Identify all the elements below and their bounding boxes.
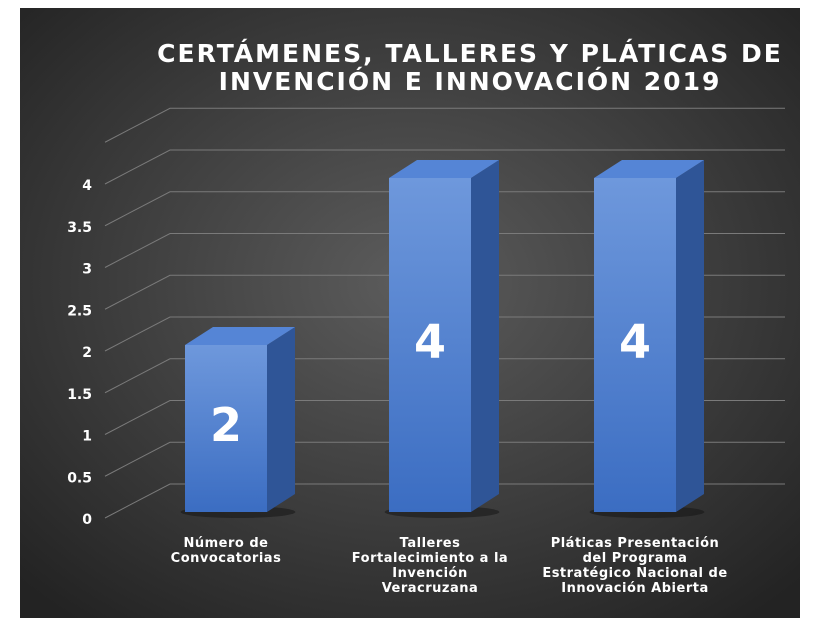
x-tick-label: Número de Convocatorias (170, 536, 282, 566)
chart-title: CERTÁMENES, TALLERES Y PLÁTICAS DE INVEN… (157, 39, 783, 96)
data-label: 2 (210, 398, 242, 452)
plot-top-line (104, 107, 785, 143)
grid-line (104, 191, 785, 227)
data-label: 4 (414, 315, 446, 369)
grid-line (104, 483, 785, 519)
x-tick-label: Talleres Fortalecimiento a la Invención … (351, 536, 509, 596)
y-tick-label: 0.5 (67, 470, 92, 486)
grid-line (104, 149, 785, 185)
y-tick-label: 3 (82, 262, 92, 278)
y-tick-label: 4 (82, 178, 92, 194)
grid-line (104, 441, 785, 477)
grid-line (104, 358, 785, 394)
grid-line (104, 316, 785, 352)
y-tick-label: 2.5 (67, 303, 92, 319)
data-label: 4 (619, 315, 651, 369)
grid-line (104, 274, 785, 310)
y-tick-label: 1.5 (67, 387, 92, 403)
y-tick-label: 1 (82, 429, 92, 445)
bar-side (267, 327, 295, 512)
bar-top (185, 327, 295, 345)
bar (185, 345, 267, 512)
bar (389, 178, 471, 512)
bar-top (389, 160, 499, 178)
bar-side (471, 160, 499, 512)
grid-line (104, 400, 785, 435)
y-tick-label: 2 (82, 345, 92, 361)
x-tick-label: Pláticas Presentación del Programa Estra… (542, 536, 728, 596)
y-tick-label: 3.5 (67, 220, 92, 236)
grid-line (104, 233, 785, 268)
y-tick-label: 0 (82, 512, 92, 528)
bar (594, 178, 676, 512)
bar-top (594, 160, 704, 178)
bar-side (676, 160, 704, 512)
